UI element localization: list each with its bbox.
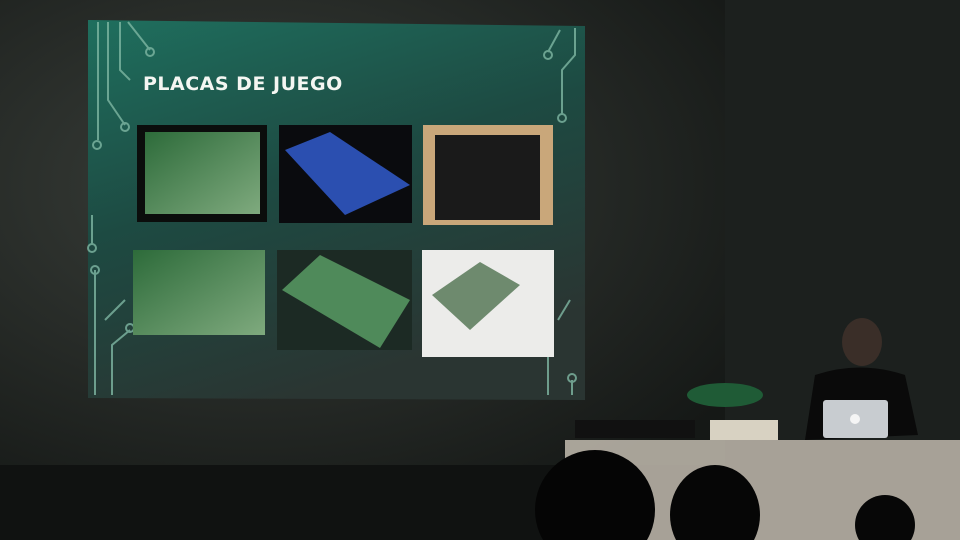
photo — [133, 250, 265, 335]
lamp — [687, 383, 763, 407]
photo-content — [432, 262, 520, 330]
laptop-logo — [850, 414, 860, 424]
photo-grid — [133, 125, 554, 357]
photo-content — [145, 132, 260, 214]
wall-right — [725, 0, 960, 440]
photo-content — [435, 135, 540, 220]
box — [710, 420, 778, 440]
slide-title: PLACAS DE JUEGO — [143, 73, 343, 95]
audience-head — [855, 495, 915, 540]
equipment — [575, 420, 695, 438]
photo-content — [282, 255, 410, 348]
speaker-head — [842, 318, 882, 366]
photo-content — [285, 132, 410, 215]
circuit-decoration — [87, 21, 577, 395]
audience-head — [535, 450, 655, 540]
audience-head — [670, 465, 760, 540]
